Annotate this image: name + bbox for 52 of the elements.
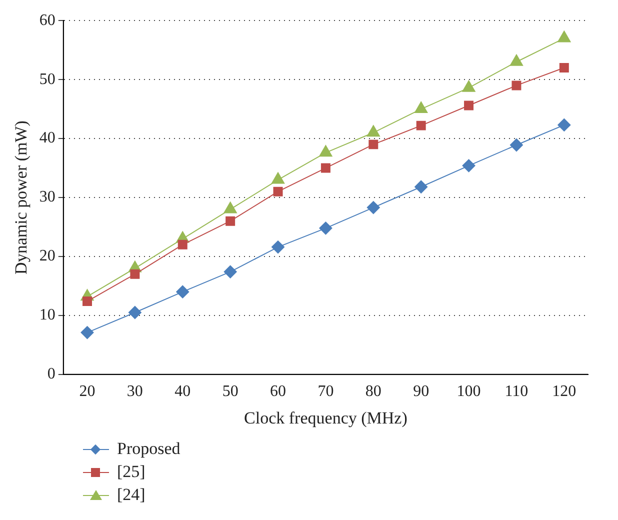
- x-tick-label: 50: [222, 383, 238, 400]
- x-tick-label: 110: [504, 383, 528, 400]
- point: [416, 120, 426, 130]
- point: [224, 265, 237, 278]
- point: [559, 63, 569, 73]
- point: [319, 222, 332, 235]
- x-tick-label: 40: [174, 383, 191, 400]
- x-tick-label: 90: [413, 383, 430, 400]
- point: [82, 296, 92, 306]
- y-tick-label: 10: [39, 306, 56, 324]
- y-tick-label: 0: [47, 366, 56, 383]
- point: [512, 80, 522, 90]
- point: [226, 216, 236, 226]
- x-tick-label: 70: [318, 383, 334, 400]
- x-tick-label: 100: [456, 383, 481, 400]
- point: [510, 138, 523, 152]
- point: [464, 100, 474, 110]
- y-tick-label: 60: [39, 12, 56, 29]
- point: [273, 186, 283, 196]
- x-tick-label: 120: [552, 383, 576, 400]
- x-tick-label: 30: [126, 383, 143, 400]
- point: [414, 180, 428, 194]
- point: [414, 102, 428, 114]
- point: [320, 163, 330, 173]
- point: [128, 306, 142, 319]
- point: [272, 240, 285, 254]
- x-tick-label: 60: [270, 383, 286, 400]
- point: [462, 159, 476, 172]
- x-axis-title: Clock frequency (MHz): [244, 408, 408, 428]
- y-tick-label: 50: [39, 70, 56, 88]
- point: [80, 326, 94, 340]
- point: [462, 80, 476, 92]
- legend-label: Proposed: [117, 438, 180, 458]
- point: [271, 172, 285, 184]
- legend-label: [25]: [117, 462, 146, 482]
- y-axis-title: Dynamic power (mW): [12, 120, 31, 274]
- point: [176, 285, 190, 298]
- point: [558, 118, 571, 132]
- point: [130, 269, 140, 279]
- y-tick-label: 20: [39, 248, 56, 265]
- point: [178, 240, 188, 250]
- legend-label: [24]: [117, 484, 146, 504]
- x-tick-label: 20: [79, 383, 96, 400]
- point: [368, 140, 378, 150]
- point: [510, 54, 524, 66]
- point: [558, 30, 571, 42]
- y-tick-label: 40: [39, 130, 56, 147]
- y-tick-label: 30: [39, 188, 56, 206]
- x-tick-label: 80: [365, 383, 382, 400]
- point: [366, 125, 380, 137]
- point: [366, 201, 380, 214]
- point: [319, 145, 332, 157]
